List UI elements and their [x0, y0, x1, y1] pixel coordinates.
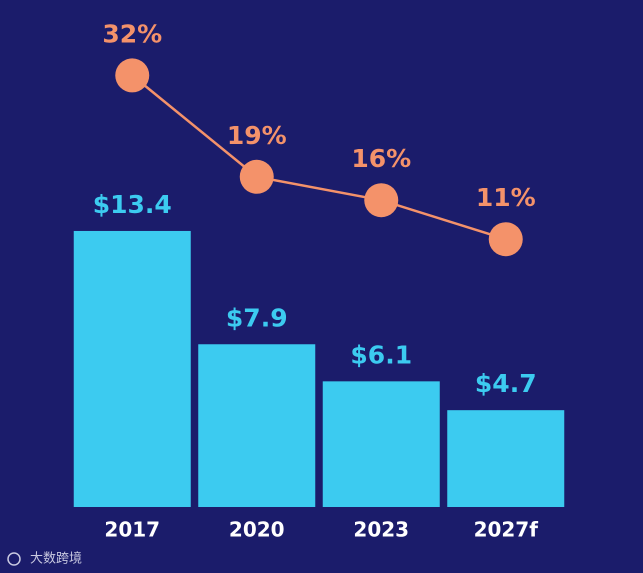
line-point [364, 183, 399, 218]
line-value-label: 32% [102, 19, 162, 48]
line [131, 74, 507, 241]
x-tick-label: 2017 [104, 518, 160, 542]
x-tick-label: 2027f [474, 518, 539, 542]
bar [447, 410, 565, 507]
bar-value-label: $7.9 [226, 303, 288, 332]
x-tick-label: 2023 [353, 518, 409, 542]
line-value-label: 16% [351, 144, 411, 173]
line-point [239, 159, 274, 194]
line-value-label: 19% [227, 121, 287, 150]
bar-value-label: $4.7 [475, 369, 537, 398]
watermark-logo [7, 552, 21, 566]
watermark: 大数跨境 [30, 552, 82, 567]
x-tick-label: 2020 [229, 518, 285, 542]
bar-value-label: $6.1 [350, 340, 412, 369]
bar [198, 344, 316, 507]
line-point [488, 222, 523, 257]
line-point [115, 58, 150, 93]
line-value-label: 11% [476, 183, 536, 212]
bar-value-label: $13.4 [93, 190, 172, 219]
bar [73, 230, 191, 507]
bar [322, 381, 440, 507]
